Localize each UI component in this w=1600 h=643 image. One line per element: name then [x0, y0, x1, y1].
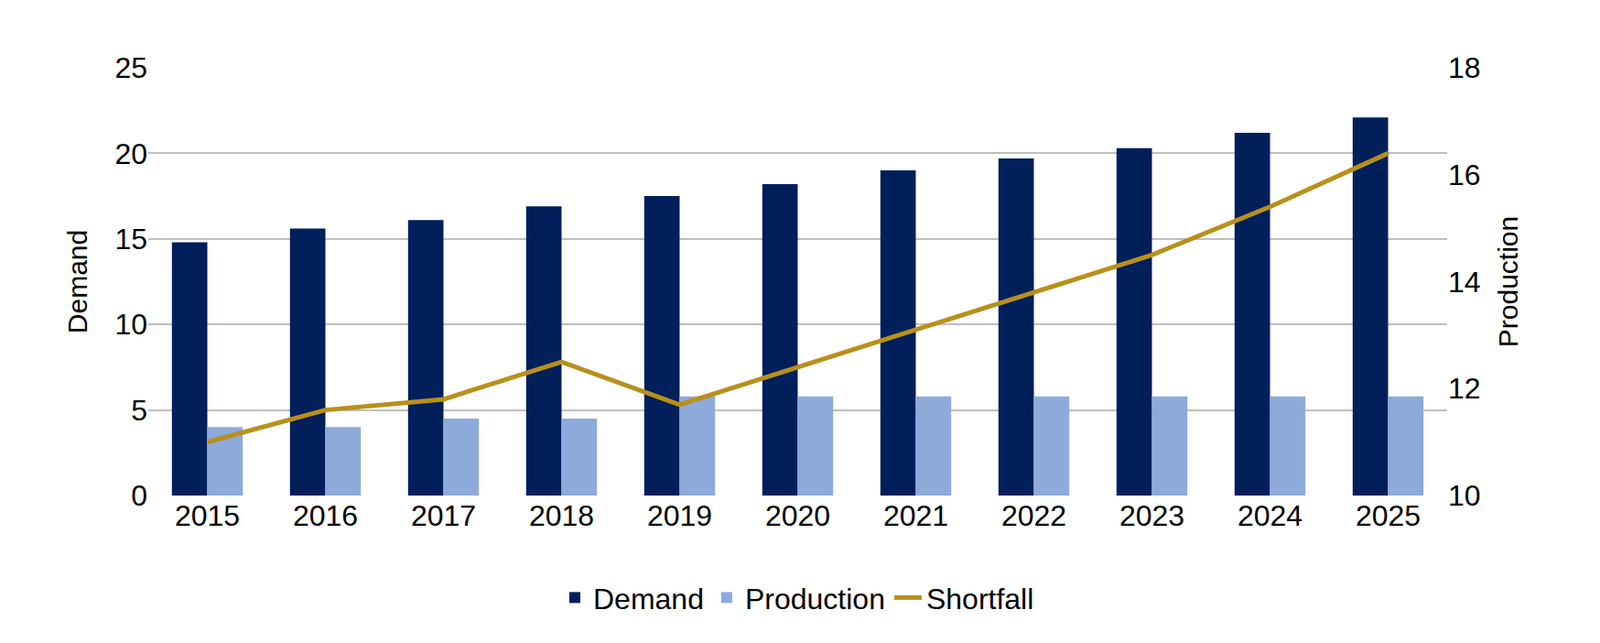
- svg-text:2022: 2022: [1001, 498, 1067, 532]
- svg-text:2021: 2021: [883, 498, 949, 532]
- svg-text:10: 10: [114, 307, 148, 341]
- svg-text:2023: 2023: [1119, 498, 1185, 532]
- svg-text:2018: 2018: [529, 498, 595, 532]
- svg-text:14: 14: [1448, 265, 1482, 299]
- svg-text:2024: 2024: [1237, 498, 1303, 532]
- svg-text:Shortfall: Shortfall: [926, 582, 1034, 616]
- svg-text:2016: 2016: [292, 498, 358, 532]
- svg-text:2015: 2015: [174, 498, 240, 532]
- svg-text:Production: Production: [745, 582, 886, 616]
- svg-text:2017: 2017: [410, 498, 476, 532]
- svg-text:15: 15: [114, 222, 148, 256]
- svg-text:10: 10: [1448, 478, 1482, 512]
- svg-text:2025: 2025: [1355, 498, 1421, 532]
- svg-text:Production: Production: [1492, 216, 1524, 347]
- svg-text:18: 18: [1448, 51, 1482, 85]
- svg-text:20: 20: [114, 137, 148, 171]
- svg-text:Demand: Demand: [62, 229, 93, 334]
- svg-text:2019: 2019: [647, 498, 713, 532]
- svg-text:2020: 2020: [765, 498, 831, 532]
- svg-text:0: 0: [130, 478, 148, 512]
- svg-text:Demand: Demand: [593, 582, 704, 616]
- svg-text:12: 12: [1448, 371, 1482, 405]
- svg-text:16: 16: [1448, 158, 1482, 192]
- svg-text:25: 25: [114, 51, 148, 85]
- svg-text:5: 5: [130, 393, 148, 427]
